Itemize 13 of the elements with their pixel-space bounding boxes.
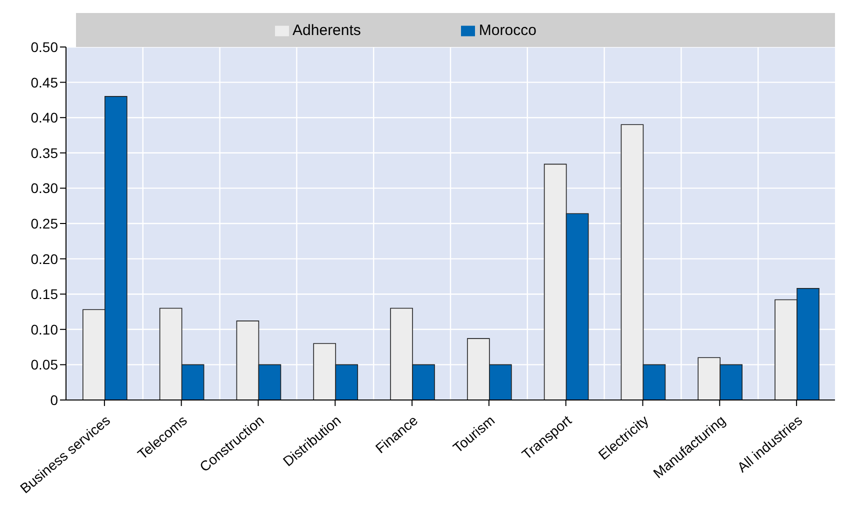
y-tick-label: 0.05 — [30, 356, 58, 373]
y-tick-label: 0.10 — [30, 321, 58, 338]
y-tick-label: 0.20 — [30, 250, 58, 267]
legend-label: Adherents — [292, 22, 361, 38]
y-tick-label: 0.45 — [30, 74, 58, 90]
y-tick-label: 0.40 — [30, 110, 58, 126]
y-tick-label: 0.50 — [30, 38, 58, 55]
y-tick-label: 0.15 — [30, 286, 58, 302]
y-tick-label: 0.25 — [30, 215, 58, 232]
y-tick-label: 0 — [50, 392, 58, 408]
legend-label: Morocco — [478, 22, 536, 38]
y-tick-label: 0.30 — [30, 180, 58, 196]
y-tick-label: 0.35 — [30, 144, 58, 161]
